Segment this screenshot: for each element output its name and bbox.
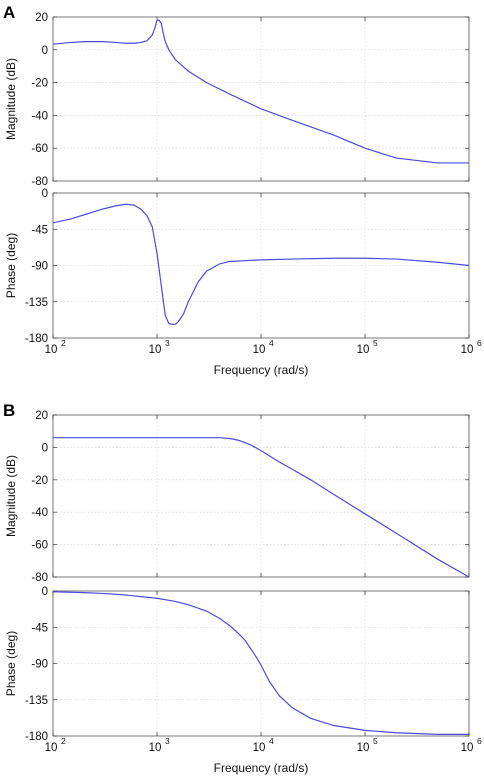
y-tick-label: -45 [31, 622, 48, 634]
x-tick-label: 10 [357, 344, 370, 356]
y-tick-label: -80 [31, 176, 48, 188]
y-tick-label: -20 [31, 475, 48, 487]
x-tick-label: 10 [357, 742, 370, 754]
subplot-b-magnitude: 20 0 -20 -40 -60 -80 Magnitude (dB) [4, 410, 470, 584]
y-axis-label: Magnitude (dB) [4, 455, 18, 537]
x-tick-exponent: 3 [165, 736, 170, 746]
x-tick-exponent: 6 [477, 736, 482, 746]
x-tick-exponent: 4 [269, 736, 274, 746]
x-tick-label: 10 [45, 344, 58, 356]
series-line-phase [52, 591, 469, 735]
y-tick-label: 0 [42, 45, 48, 57]
y-tick-label: -80 [31, 572, 48, 584]
y-tick-label: -60 [31, 143, 48, 155]
x-tick-exponent: 4 [269, 338, 274, 348]
x-axis-label: Frequency (rad/s) [214, 761, 309, 775]
x-tick-label: 10 [149, 742, 162, 754]
x-tick-exponent: 3 [165, 338, 170, 348]
y-tick-label: -135 [25, 297, 48, 309]
x-tick-label: 10 [461, 344, 474, 356]
y-axis-label: Magnitude (dB) [4, 58, 18, 140]
y-tick-label: 20 [35, 12, 48, 24]
y-tick-label: 20 [35, 410, 48, 422]
y-axis-label: Phase (deg) [4, 233, 18, 298]
y-tick-label: 0 [42, 442, 48, 454]
y-tick-label: -90 [31, 261, 48, 273]
y-tick-label: 0 [42, 188, 48, 200]
subplot-a-magnitude: 20 0 -20 -40 -60 -80 Magnitude (dB) [4, 12, 470, 188]
y-tick-label: -135 [25, 695, 48, 707]
x-tick-label: 10 [45, 742, 58, 754]
x-tick-exponent: 6 [477, 338, 482, 348]
y-tick-label: -60 [31, 540, 48, 552]
panel-letter-a: A [3, 3, 15, 22]
x-tick-label: 10 [253, 344, 266, 356]
panel-letter-b: B [3, 401, 15, 420]
y-axis-label: Phase (deg) [4, 631, 18, 696]
x-tick-label: 10 [149, 344, 162, 356]
x-tick-exponent: 5 [373, 736, 378, 746]
x-axis-label: Frequency (rad/s) [214, 363, 309, 377]
y-tick-label: -180 [25, 731, 48, 743]
y-tick-label: -40 [31, 110, 48, 122]
x-tick-label: 10 [461, 742, 474, 754]
series-line-magnitude [52, 19, 469, 164]
y-tick-label: -40 [31, 507, 48, 519]
x-tick-exponent: 5 [373, 338, 378, 348]
y-tick-label: 0 [42, 586, 48, 598]
x-tick-label: 10 [253, 742, 266, 754]
x-tick-exponent: 2 [61, 338, 66, 348]
y-tick-label: -20 [31, 78, 48, 90]
x-tick-exponent: 2 [61, 736, 66, 746]
series-line-magnitude [53, 437, 470, 578]
y-tick-label: -90 [31, 659, 48, 671]
series-line-phase [52, 203, 470, 325]
y-tick-label: -45 [31, 224, 48, 236]
y-tick-label: -180 [25, 333, 48, 345]
